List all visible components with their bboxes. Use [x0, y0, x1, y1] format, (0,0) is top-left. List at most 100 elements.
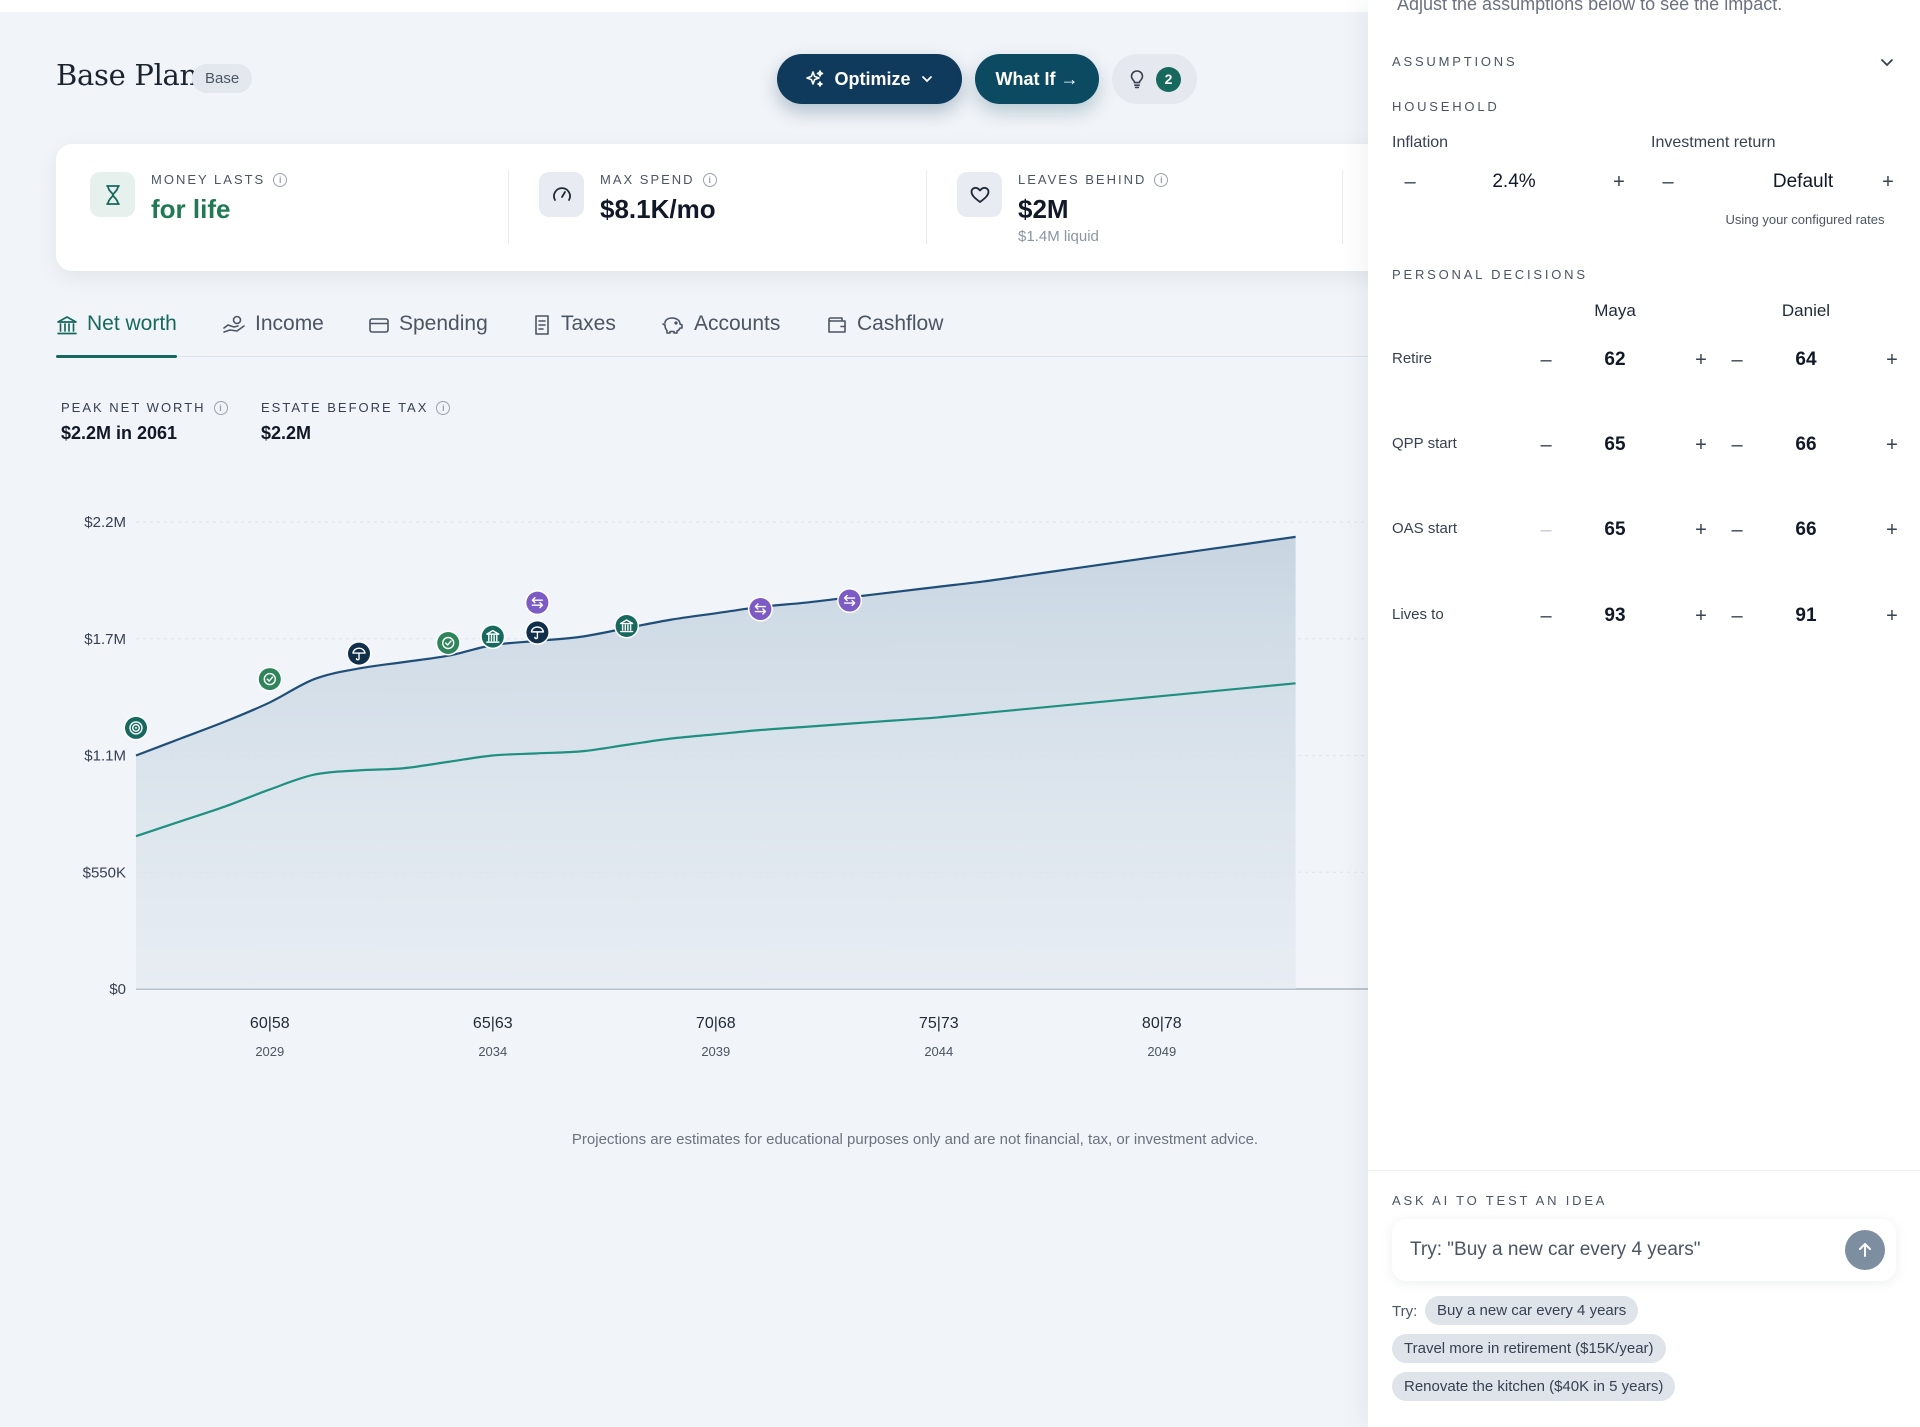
investment-return-note: Using your configured rates [1725, 212, 1885, 227]
household-label: HOUSEHOLD [1392, 99, 1500, 114]
investment-return-decrement[interactable]: – [1662, 170, 1674, 193]
liquid-net-worth-line [135, 682, 1296, 838]
suggestion-chip[interactable]: Travel more in retirement ($15K/year) [1392, 1334, 1666, 1363]
peak-net-worth-stat: PEAK NET WORTH i $2.2M in 2061 [61, 400, 228, 444]
qpp-daniel-value[interactable]: 66 [1795, 434, 1817, 455]
personal-decisions-label: PERSONAL DECISIONS [1392, 267, 1588, 282]
insights-button[interactable]: 2 [1112, 54, 1197, 104]
person-daniel: Daniel [1781, 301, 1831, 320]
event-marker-bank [614, 613, 640, 639]
retire-daniel-increment[interactable]: + [1886, 348, 1898, 371]
suggestion-chip[interactable]: Renovate the kitchen ($40K in 5 years) [1392, 1372, 1676, 1401]
info-icon[interactable]: i [1154, 172, 1169, 187]
info-icon[interactable]: i [436, 400, 451, 415]
qpp-maya-increment[interactable]: + [1695, 433, 1707, 456]
inflation-value[interactable]: 2.4% [1492, 171, 1536, 192]
event-marker-check [257, 666, 283, 692]
retire-maya-decrement[interactable]: – [1540, 348, 1552, 371]
x-tick-year-label: 2044 [924, 1044, 953, 1059]
x-tick-year-label: 2049 [1147, 1044, 1176, 1059]
tab-taxes[interactable]: Taxes [532, 312, 616, 357]
info-icon[interactable]: i [702, 172, 717, 187]
lives-to-maya-increment[interactable]: + [1695, 604, 1707, 627]
what-if-panel: Adjust the assumptions below to see the … [1368, 0, 1920, 1427]
info-icon[interactable]: i [213, 400, 228, 415]
y-tick-label: $550K [83, 864, 126, 881]
oas-maya-increment[interactable]: + [1695, 518, 1707, 541]
tab-accounts[interactable]: Accounts [661, 312, 780, 357]
oas-daniel-decrement[interactable]: – [1731, 518, 1743, 541]
arrow-up-icon [1856, 1241, 1874, 1259]
person-maya: Maya [1594, 301, 1636, 320]
ask-ai-input[interactable] [1410, 1219, 1830, 1281]
lives-to-daniel-decrement[interactable]: – [1731, 604, 1743, 627]
lives-to-maya-value[interactable]: 93 [1604, 605, 1626, 626]
x-tick-year-label: 2034 [478, 1044, 507, 1059]
wallet-icon [826, 314, 848, 336]
qpp-maya-value[interactable]: 65 [1604, 434, 1626, 455]
info-icon[interactable]: i [273, 172, 288, 187]
oas-start-label: OAS start [1392, 520, 1458, 537]
qpp-start-label: QPP start [1392, 435, 1457, 452]
metric-divider [1342, 170, 1343, 244]
plan-badge: Base [192, 64, 253, 93]
what-if-button[interactable]: What If → [975, 54, 1099, 104]
hourglass-icon [90, 172, 135, 217]
lives-to-label: Lives to [1392, 606, 1444, 623]
event-marker-bank [480, 624, 506, 650]
investment-return-value[interactable]: Default [1772, 171, 1834, 192]
panel-intro: Adjust the assumptions below to see the … [1397, 0, 1783, 14]
suggestion-chip[interactable]: Buy a new car every 4 years [1425, 1296, 1639, 1325]
chevron-down-icon[interactable] [1879, 54, 1895, 75]
optimize-button[interactable]: Optimize [777, 54, 962, 104]
lives-to-daniel-increment[interactable]: + [1886, 604, 1898, 627]
peak-net-worth-label: PEAK NET WORTH i [61, 400, 228, 415]
qpp-daniel-decrement[interactable]: – [1731, 433, 1743, 456]
inflation-increment[interactable]: + [1613, 170, 1625, 193]
max-spend-label: MAX SPEND i [600, 172, 717, 187]
retire-maya-value[interactable]: 62 [1604, 349, 1626, 370]
estate-before-tax-value: $2.2M [261, 423, 312, 443]
net-worth-area [136, 536, 1296, 989]
lives-to-maya-decrement[interactable]: – [1540, 604, 1552, 627]
investment-return-increment[interactable]: + [1882, 170, 1894, 193]
tab-spending[interactable]: Spending [368, 312, 488, 357]
event-marker-transfer [747, 596, 773, 622]
disclaimer: Projections are estimates for educationa… [571, 1131, 1259, 1148]
inflation-decrement[interactable]: – [1404, 170, 1416, 193]
oas-maya-value[interactable]: 65 [1604, 519, 1626, 540]
x-tick-age-label: 60|58 [250, 1015, 290, 1032]
tab-cashflow[interactable]: Cashflow [826, 312, 943, 357]
oas-daniel-value[interactable]: 66 [1795, 519, 1817, 540]
chevron-down-icon [920, 72, 934, 86]
inflation-label: Inflation [1392, 134, 1449, 151]
event-marker-umbrella [524, 619, 550, 645]
retire-daniel-value[interactable]: 64 [1795, 349, 1817, 370]
send-button[interactable] [1845, 1230, 1885, 1270]
oas-daniel-increment[interactable]: + [1886, 518, 1898, 541]
y-tick-label: $1.7M [84, 631, 126, 648]
metric-divider [926, 170, 927, 244]
y-tick-label: $0 [109, 981, 126, 998]
event-marker-umbrella [346, 641, 372, 667]
investment-return-label: Investment return [1651, 134, 1776, 151]
lives-to-daniel-value[interactable]: 91 [1795, 605, 1817, 626]
heart-icon [957, 172, 1002, 217]
max-spend-value: $8.1K/mo [600, 194, 716, 224]
oas-maya-decrement[interactable]: – [1540, 518, 1552, 541]
retire-maya-increment[interactable]: + [1695, 348, 1707, 371]
assumptions-header[interactable]: ASSUMPTIONS [1392, 54, 1518, 69]
chart-tabs: Net worth Income Spending Taxes Accounts… [56, 312, 1368, 358]
retire-daniel-decrement[interactable]: – [1731, 348, 1743, 371]
y-tick-label: $2.2M [84, 514, 126, 531]
qpp-maya-decrement[interactable]: – [1540, 433, 1552, 456]
qpp-daniel-increment[interactable]: + [1886, 433, 1898, 456]
metric-divider [508, 170, 509, 244]
event-marker-target [123, 715, 149, 741]
tab-net-worth[interactable]: Net worth [56, 312, 177, 358]
money-lasts-label: MONEY LASTS i [151, 172, 288, 187]
summary-card: MONEY LASTS i for life MAX SPEND i $8.1K/m… [56, 144, 1426, 271]
insights-count-badge: 2 [1156, 66, 1181, 92]
tab-income[interactable]: Income [222, 312, 324, 357]
bank-icon [56, 314, 78, 336]
